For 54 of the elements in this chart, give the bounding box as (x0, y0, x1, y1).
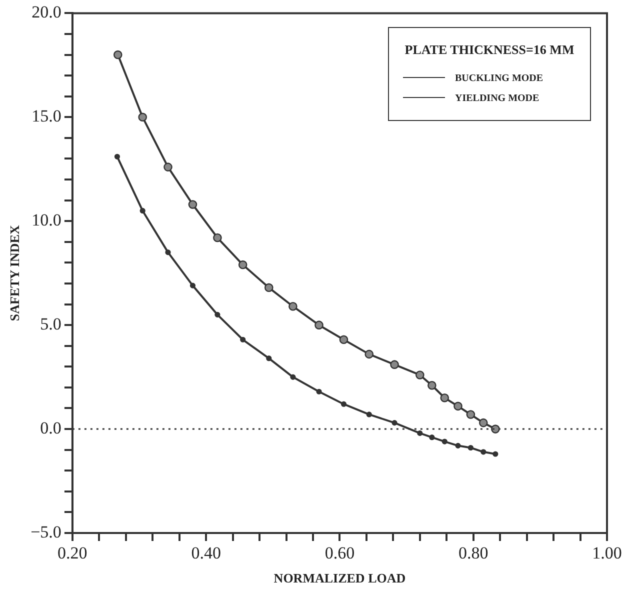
x-tick-label: 1.00 (592, 544, 622, 563)
legend-label: BUCKLING MODE (455, 72, 544, 84)
point (491, 424, 500, 434)
point (113, 50, 122, 60)
point (290, 374, 296, 380)
point (364, 350, 374, 359)
point (428, 380, 436, 390)
point (339, 335, 348, 344)
point (264, 283, 274, 292)
point (440, 393, 450, 402)
point (392, 420, 398, 426)
legend-label: YIELDING MODE (455, 92, 540, 104)
point (478, 418, 488, 428)
y-axis-title: SAFETY INDEX (7, 224, 22, 322)
y-tick-label: 5.0 (40, 314, 62, 334)
point (417, 430, 423, 436)
point (468, 444, 474, 451)
y-tick-label: 10.0 (32, 210, 62, 230)
point (390, 360, 399, 369)
point (466, 410, 476, 419)
x-tick-label: 0.20 (58, 544, 88, 563)
point (165, 250, 171, 256)
point (238, 260, 248, 270)
y-tick-label: 15.0 (32, 106, 62, 126)
point (214, 312, 220, 318)
x-tick-label: 0.80 (458, 544, 488, 563)
legend-title: PLATE THICKNESS=16 MM (404, 42, 576, 58)
point (314, 320, 324, 330)
point (340, 401, 347, 407)
point (492, 451, 498, 457)
point (140, 208, 146, 214)
x-axis-title: NORMALIZED LOAD (274, 570, 406, 586)
x-tick-label: 0.60 (324, 544, 355, 563)
point (138, 112, 147, 122)
point (266, 356, 272, 362)
x-tick-label: 0.40 (191, 544, 221, 563)
point (366, 412, 372, 418)
point (480, 449, 486, 455)
point (190, 282, 196, 288)
point (416, 370, 424, 380)
point (316, 388, 322, 394)
point (442, 438, 448, 444)
y-tick-label: −5.0 (30, 522, 62, 542)
point (164, 162, 172, 172)
y-tick-label: 0.0 (40, 418, 62, 438)
point (188, 200, 198, 209)
point (455, 442, 461, 448)
point (114, 154, 120, 160)
point (454, 402, 462, 411)
point (429, 434, 435, 440)
point (213, 233, 222, 242)
point (288, 302, 298, 311)
point (240, 336, 246, 342)
y-tick-label: 20.0 (32, 2, 62, 22)
